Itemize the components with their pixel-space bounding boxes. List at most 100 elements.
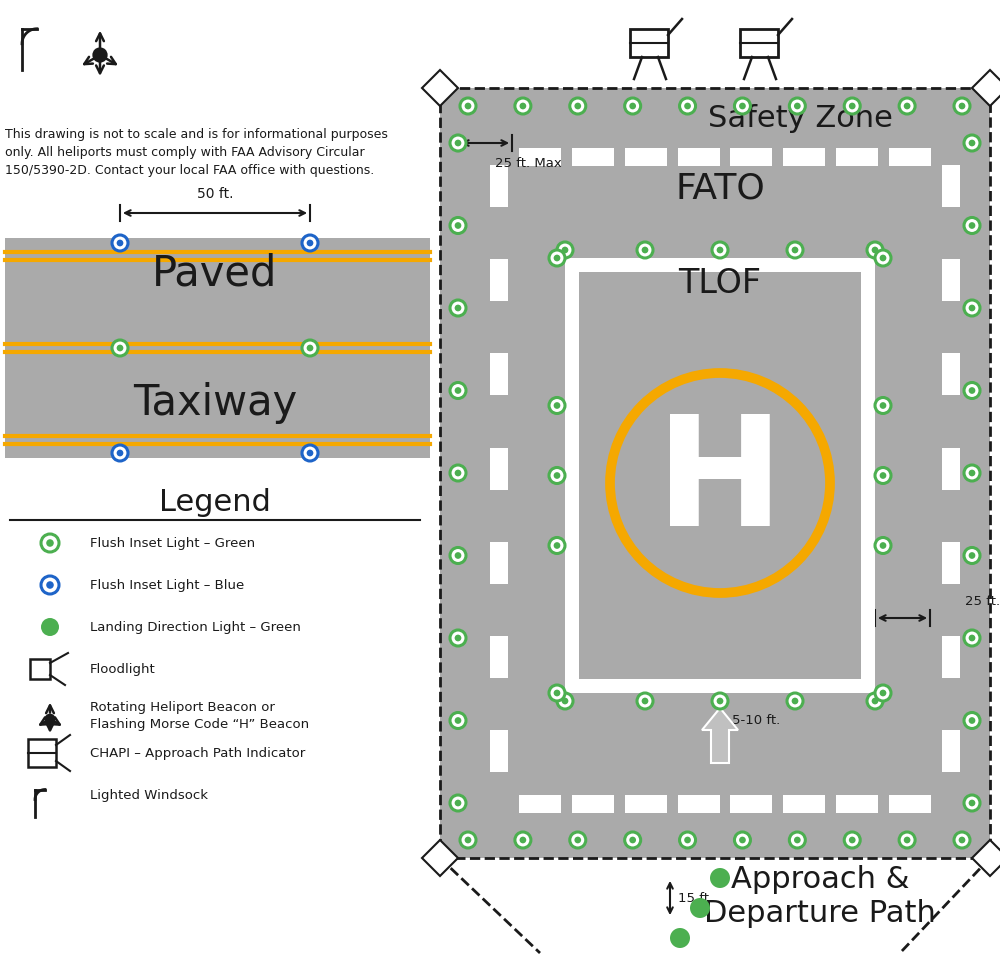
Bar <box>572 795 614 813</box>
Circle shape <box>46 539 54 547</box>
Circle shape <box>450 135 466 151</box>
Circle shape <box>450 548 466 563</box>
Circle shape <box>520 103 526 109</box>
Circle shape <box>794 103 801 109</box>
Circle shape <box>455 552 461 559</box>
Circle shape <box>302 235 318 251</box>
Bar <box>625 795 667 813</box>
Circle shape <box>570 98 586 114</box>
Bar <box>5 238 430 458</box>
Text: Floodlight: Floodlight <box>90 663 156 675</box>
Circle shape <box>880 542 886 549</box>
Bar <box>942 447 960 490</box>
Text: Landing Direction Light – Green: Landing Direction Light – Green <box>90 621 301 633</box>
Circle shape <box>712 242 728 258</box>
Circle shape <box>549 398 565 414</box>
Circle shape <box>964 382 980 399</box>
Circle shape <box>964 630 980 646</box>
Circle shape <box>964 548 980 563</box>
Circle shape <box>455 387 461 394</box>
Bar <box>440 88 990 858</box>
Circle shape <box>787 693 803 709</box>
Circle shape <box>450 300 466 316</box>
Bar <box>942 354 960 396</box>
Circle shape <box>307 240 313 246</box>
Circle shape <box>570 832 586 848</box>
Circle shape <box>684 103 691 109</box>
Circle shape <box>625 98 641 114</box>
Circle shape <box>969 718 975 724</box>
Bar <box>30 659 50 679</box>
Circle shape <box>117 240 123 246</box>
Circle shape <box>964 465 980 481</box>
Circle shape <box>964 217 980 234</box>
Bar <box>889 148 931 166</box>
Text: Paved: Paved <box>152 252 278 294</box>
Bar <box>519 795 561 813</box>
Text: FATO: FATO <box>675 171 765 205</box>
Text: Safety Zone: Safety Zone <box>708 103 892 132</box>
Circle shape <box>549 537 565 554</box>
Circle shape <box>302 340 318 356</box>
Bar <box>942 165 960 207</box>
Circle shape <box>875 398 891 414</box>
Circle shape <box>734 832 750 848</box>
Circle shape <box>465 836 471 843</box>
Circle shape <box>554 542 560 549</box>
Text: 25 ft. Max: 25 ft. Max <box>965 595 1000 608</box>
Bar <box>942 730 960 772</box>
Circle shape <box>969 140 975 147</box>
Circle shape <box>574 103 581 109</box>
Circle shape <box>549 685 565 701</box>
Circle shape <box>41 576 59 594</box>
Circle shape <box>969 305 975 311</box>
Text: Flush Inset Light – Blue: Flush Inset Light – Blue <box>90 579 244 591</box>
Circle shape <box>455 469 461 476</box>
Circle shape <box>880 402 886 409</box>
Circle shape <box>899 832 915 848</box>
Circle shape <box>455 800 461 807</box>
Bar <box>490 165 508 207</box>
Circle shape <box>792 246 798 253</box>
Circle shape <box>789 832 805 848</box>
Circle shape <box>849 836 856 843</box>
Bar <box>565 258 875 693</box>
Circle shape <box>117 345 123 352</box>
Circle shape <box>904 836 910 843</box>
Text: Rotating Heliport Beacon or
Flashing Morse Code “H” Beacon: Rotating Heliport Beacon or Flashing Mor… <box>90 701 309 731</box>
Circle shape <box>880 690 886 696</box>
Circle shape <box>450 465 466 481</box>
Circle shape <box>867 693 883 709</box>
Circle shape <box>872 697 878 704</box>
Circle shape <box>45 714 55 724</box>
Circle shape <box>562 246 568 253</box>
Circle shape <box>455 305 461 311</box>
Circle shape <box>964 795 980 811</box>
Bar <box>730 148 772 166</box>
Circle shape <box>642 697 648 704</box>
Circle shape <box>670 928 690 948</box>
Bar <box>579 272 861 679</box>
Text: Flush Inset Light – Green: Flush Inset Light – Green <box>90 536 255 550</box>
Circle shape <box>549 250 565 266</box>
Circle shape <box>460 98 476 114</box>
Circle shape <box>112 235 128 251</box>
Circle shape <box>450 217 466 234</box>
Circle shape <box>867 242 883 258</box>
Bar <box>490 730 508 772</box>
Polygon shape <box>422 70 458 106</box>
Circle shape <box>557 242 573 258</box>
Text: H: H <box>656 408 784 558</box>
Text: Legend: Legend <box>159 488 271 517</box>
Circle shape <box>969 800 975 807</box>
Circle shape <box>964 135 980 151</box>
Circle shape <box>455 718 461 724</box>
Text: 25 ft. Max: 25 ft. Max <box>495 157 562 170</box>
Circle shape <box>625 832 641 848</box>
Circle shape <box>969 387 975 394</box>
Circle shape <box>642 246 648 253</box>
Circle shape <box>969 552 975 559</box>
Circle shape <box>554 690 560 696</box>
Circle shape <box>789 98 805 114</box>
Circle shape <box>969 222 975 229</box>
